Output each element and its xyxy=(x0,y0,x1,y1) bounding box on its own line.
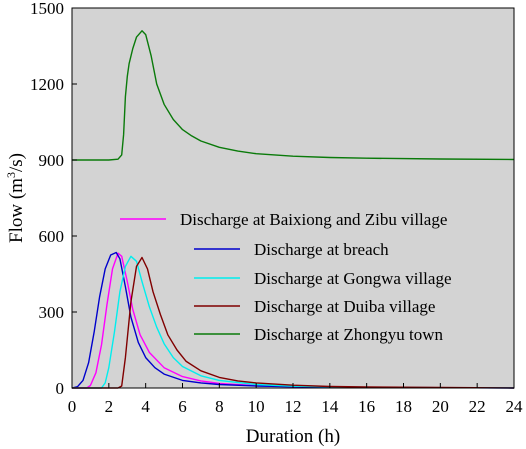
series-line-3 xyxy=(72,255,515,389)
y-tick-label: 1500 xyxy=(30,0,64,18)
y-axis-title-suffix: /s) xyxy=(6,153,27,172)
y-tick-label: 900 xyxy=(39,151,65,170)
y-tick-label: 0 xyxy=(56,379,65,398)
y-tick-label: 300 xyxy=(39,303,65,322)
x-tick-label: 14 xyxy=(321,397,339,416)
legend-label-5: Discharge at Zhongyu town xyxy=(254,325,444,344)
legend-label-3: Discharge at Gongwa village xyxy=(254,269,451,288)
series-layer xyxy=(71,30,515,389)
x-tick-label: 18 xyxy=(395,397,412,416)
y-axis-title-prefix: Flow (m xyxy=(6,178,27,243)
x-tick-label: 22 xyxy=(469,397,486,416)
x-tick-label: 20 xyxy=(432,397,449,416)
x-axis: 0 2 4 6 8 10 12 14 16 18 20 22 24 xyxy=(68,383,523,416)
x-tick-label: 10 xyxy=(248,397,265,416)
plot-area xyxy=(71,7,515,389)
legend: Discharge at Baixiong and Zibu village Di… xyxy=(120,210,451,344)
y-axis: 0 300 600 900 1200 1500 xyxy=(30,0,77,398)
x-tick-label: 8 xyxy=(215,397,224,416)
plot-background xyxy=(72,8,514,388)
series-line-4 xyxy=(72,256,515,389)
x-tick-label: 12 xyxy=(285,397,302,416)
x-axis-title: Duration (h) xyxy=(246,426,340,447)
x-tick-label: 0 xyxy=(68,397,77,416)
x-tick-label: 16 xyxy=(358,397,375,416)
legend-label-1: Discharge at Baixiong and Zibu village xyxy=(180,210,447,229)
y-tick-label: 1200 xyxy=(30,75,64,94)
series-line-2 xyxy=(71,251,515,389)
legend-label-4: Discharge at Duiba village xyxy=(254,297,435,316)
legend-label-2: Discharge at breach xyxy=(254,240,389,259)
x-tick-label: 4 xyxy=(141,397,150,416)
y-tick-label: 600 xyxy=(39,227,65,246)
y-axis-title: Flow (m3/s) xyxy=(4,153,27,243)
x-tick-label: 24 xyxy=(506,397,524,416)
x-tick-label: 6 xyxy=(178,397,187,416)
x-tick-label: 2 xyxy=(105,397,114,416)
series-line-5 xyxy=(72,30,515,161)
y-axis-title-superscript: 3 xyxy=(4,172,18,178)
